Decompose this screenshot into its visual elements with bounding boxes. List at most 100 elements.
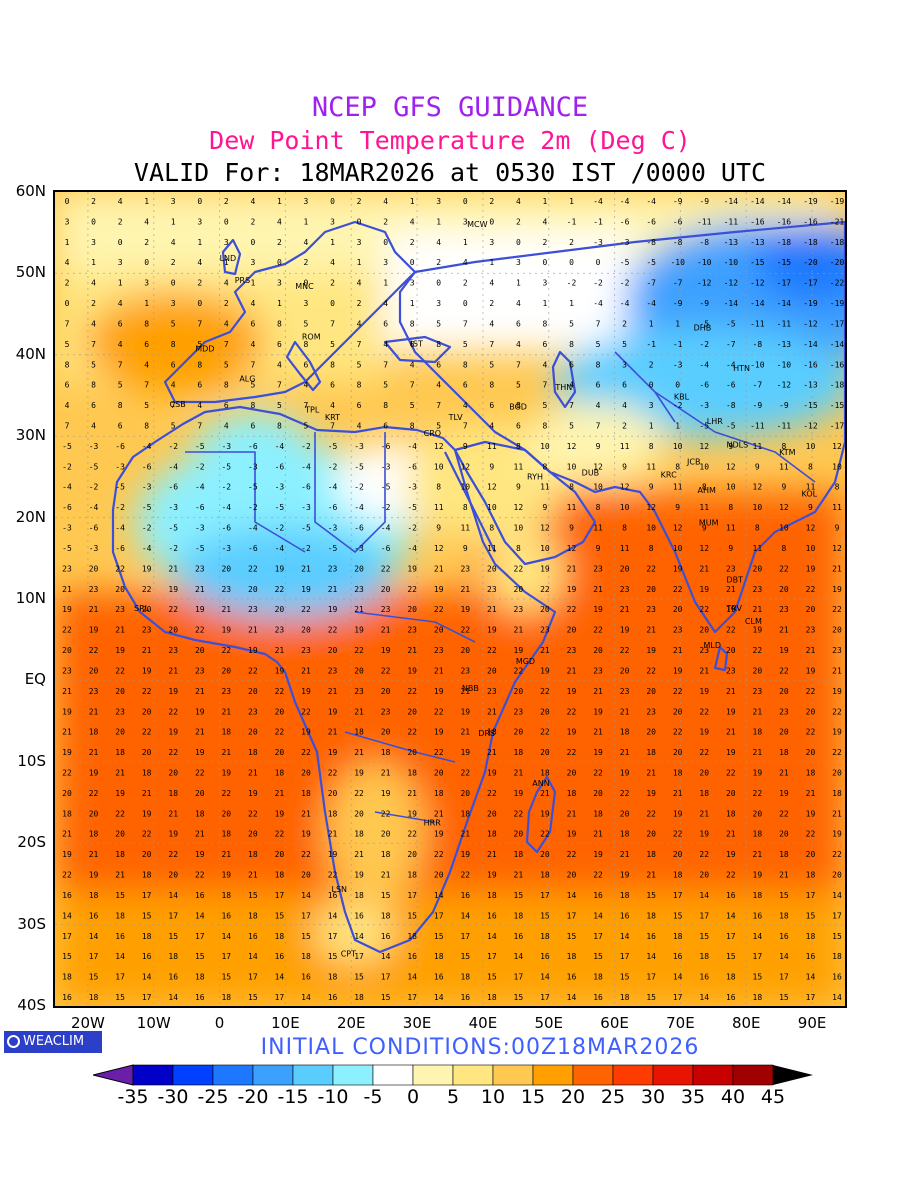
grid-value: 15 bbox=[832, 932, 842, 941]
grid-value: 23 bbox=[275, 626, 285, 635]
grid-value: 12 bbox=[567, 544, 577, 553]
grid-value: 22 bbox=[168, 850, 178, 859]
initial-conditions: INITIAL CONDITIONS:00Z18MAR2026 bbox=[260, 1035, 700, 1060]
station-label: AHM bbox=[698, 486, 716, 495]
grid-value: 19 bbox=[354, 626, 364, 635]
grid-value: 0 bbox=[489, 217, 494, 226]
grid-value: -4 bbox=[699, 360, 709, 369]
grid-value: 19 bbox=[487, 871, 497, 880]
grid-value: 21 bbox=[673, 789, 683, 798]
grid-value: 0 bbox=[596, 258, 601, 267]
grid-value: -16 bbox=[803, 217, 818, 226]
grid-value: 23 bbox=[753, 585, 763, 594]
station-label: HTN bbox=[733, 364, 750, 373]
grid-value: 14 bbox=[115, 952, 125, 961]
grid-value: 19 bbox=[301, 585, 311, 594]
grid-value: 15 bbox=[115, 891, 125, 900]
grid-value: 22 bbox=[195, 768, 205, 777]
grid-value: 6 bbox=[622, 381, 627, 390]
grid-value: 12 bbox=[806, 524, 816, 533]
grid-value: 0 bbox=[330, 299, 335, 308]
grid-value: 18 bbox=[699, 952, 709, 961]
grid-value: 2 bbox=[144, 238, 149, 247]
grid-value: 22 bbox=[753, 789, 763, 798]
grid-value: 17 bbox=[275, 993, 285, 1002]
grid-value: 14 bbox=[514, 952, 524, 961]
grid-value: -2 bbox=[699, 340, 709, 349]
grid-value: 6 bbox=[543, 340, 548, 349]
grid-value: 4 bbox=[330, 401, 335, 410]
grid-value: 18 bbox=[62, 973, 72, 982]
grid-value: 2 bbox=[489, 299, 494, 308]
grid-value: -17 bbox=[830, 422, 845, 431]
grid-value: 5 bbox=[596, 340, 601, 349]
grid-value: -2 bbox=[328, 462, 338, 471]
grid-value: 15 bbox=[275, 911, 285, 920]
lat-label: 20N bbox=[15, 507, 46, 526]
grid-value: -14 bbox=[830, 340, 845, 349]
grid-value: 11 bbox=[646, 462, 656, 471]
grid-value: 15 bbox=[301, 932, 311, 941]
grid-value: -15 bbox=[830, 401, 845, 410]
colorbar-label: -25 bbox=[197, 1086, 229, 1108]
grid-value: -2 bbox=[354, 483, 364, 492]
grid-value: 19 bbox=[832, 585, 842, 594]
grid-value: 2 bbox=[357, 299, 362, 308]
grid-value: 21 bbox=[328, 585, 338, 594]
grid-value: 4 bbox=[543, 360, 548, 369]
grid-value: 19 bbox=[779, 646, 789, 655]
grid-value: 18 bbox=[89, 728, 99, 737]
grid-value: 4 bbox=[197, 401, 202, 410]
grid-value: 18 bbox=[168, 789, 178, 798]
colorbar-label: 25 bbox=[600, 1086, 626, 1108]
grid-value: 23 bbox=[646, 605, 656, 614]
grid-value: 3 bbox=[197, 217, 202, 226]
grid-value: 21 bbox=[620, 850, 630, 859]
lat-label: 40S bbox=[17, 996, 46, 1014]
grid-value: 18 bbox=[593, 973, 603, 982]
grid-value: 4 bbox=[144, 217, 149, 226]
grid-value: 14 bbox=[407, 973, 417, 982]
grid-value: 16 bbox=[779, 932, 789, 941]
grid-value: -4 bbox=[593, 197, 603, 206]
grid-value: 3 bbox=[304, 299, 309, 308]
grid-value: 2 bbox=[649, 360, 654, 369]
grid-value: 19 bbox=[593, 707, 603, 716]
grid-value: 15 bbox=[779, 993, 789, 1002]
grid-value: 14 bbox=[779, 952, 789, 961]
grid-value: 15 bbox=[168, 932, 178, 941]
colorbar-label: -10 bbox=[317, 1086, 349, 1108]
grid-value: 3 bbox=[250, 258, 255, 267]
logo-ring-icon bbox=[7, 1035, 20, 1048]
grid-value: 20 bbox=[514, 830, 524, 839]
grid-value: 22 bbox=[832, 748, 842, 757]
grid-value: 18 bbox=[620, 993, 630, 1002]
grid-value: -3 bbox=[593, 238, 603, 247]
grid-value: -4 bbox=[142, 442, 152, 451]
grid-value: 22 bbox=[275, 687, 285, 696]
grid-value: 9 bbox=[702, 524, 707, 533]
grid-value: 18 bbox=[301, 789, 311, 798]
grid-value: 15 bbox=[328, 952, 338, 961]
grid-value: 10 bbox=[673, 544, 683, 553]
grid-value: -10 bbox=[670, 258, 685, 267]
grid-value: 0 bbox=[304, 279, 309, 288]
grid-value: 4 bbox=[171, 238, 176, 247]
grid-value: 14 bbox=[806, 973, 816, 982]
grid-value: -4 bbox=[275, 442, 285, 451]
grid-value: 22 bbox=[248, 809, 258, 818]
grid-value: 22 bbox=[567, 850, 577, 859]
colorbar-label: 20 bbox=[560, 1086, 586, 1108]
grid-value: -2 bbox=[168, 442, 178, 451]
grid-value: 19 bbox=[328, 748, 338, 757]
grid-value: -9 bbox=[699, 197, 709, 206]
grid-value: 20 bbox=[407, 748, 417, 757]
grid-value: 23 bbox=[593, 666, 603, 675]
grid-value: 4 bbox=[304, 238, 309, 247]
station-label: IST bbox=[411, 340, 423, 349]
grid-value: 20 bbox=[221, 564, 231, 573]
grid-value: -9 bbox=[753, 401, 763, 410]
grid-value: 6 bbox=[197, 381, 202, 390]
grid-value: 19 bbox=[381, 646, 391, 655]
grid-value: 5 bbox=[144, 401, 149, 410]
